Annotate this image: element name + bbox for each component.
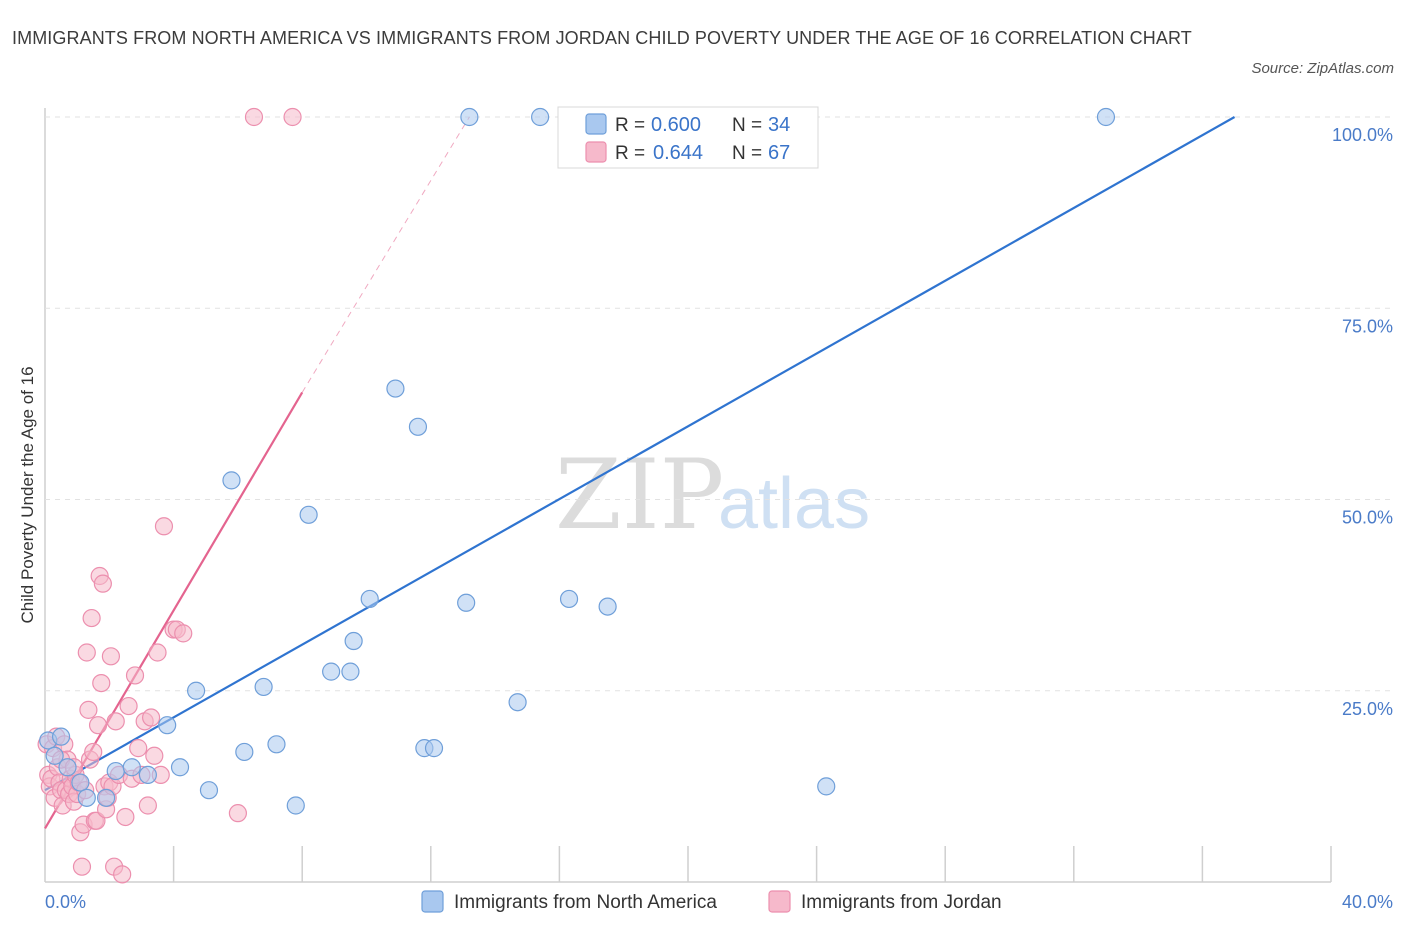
point-blue-29 bbox=[460, 107, 479, 127]
point-pink-43 bbox=[106, 712, 125, 731]
point-pink-62 bbox=[228, 804, 247, 823]
point-pink-64 bbox=[283, 107, 302, 127]
point-blue-34 bbox=[598, 597, 617, 616]
point-pink-58 bbox=[154, 517, 174, 536]
point-pink-53 bbox=[138, 796, 157, 815]
bottom-legend-label-jordan: Immigrants from Jordan bbox=[801, 892, 1002, 913]
point-blue-4 bbox=[71, 773, 90, 792]
point-pink-28 bbox=[82, 608, 101, 628]
point-blue-23 bbox=[360, 589, 379, 609]
point-blue-17 bbox=[267, 735, 286, 754]
legend-n-value-pink: 67 bbox=[768, 142, 790, 164]
point-blue-27 bbox=[424, 739, 444, 758]
point-blue-21 bbox=[344, 631, 363, 651]
legend-r-value-pink: 0.644 bbox=[653, 142, 703, 164]
point-blue-24 bbox=[386, 379, 405, 398]
point-blue-30 bbox=[508, 693, 527, 712]
point-blue-18 bbox=[286, 796, 305, 815]
point-blue-9 bbox=[138, 765, 157, 785]
point-pink-32 bbox=[88, 716, 108, 735]
point-blue-12 bbox=[187, 681, 206, 700]
watermark-zip: ZIP bbox=[555, 439, 724, 551]
legend-r-value-blue: 0.600 bbox=[651, 114, 701, 136]
point-pink-46 bbox=[116, 807, 135, 827]
point-pink-61 bbox=[174, 624, 193, 643]
point-blue-32 bbox=[559, 589, 579, 609]
legend-r-label-pink: R = bbox=[615, 143, 645, 164]
legend-swatch-pink bbox=[585, 141, 607, 163]
point-blue-25 bbox=[408, 417, 428, 436]
point-blue-3 bbox=[58, 758, 77, 777]
trend-line-extension-pink bbox=[301, 116, 470, 393]
trend-line-blue bbox=[44, 116, 1236, 792]
y-axis-label: Child Poverty Under the Age of 16 bbox=[18, 366, 37, 623]
point-pink-29 bbox=[84, 742, 103, 762]
point-blue-10 bbox=[158, 716, 177, 735]
point-pink-45 bbox=[113, 865, 132, 884]
point-blue-8 bbox=[122, 758, 141, 777]
point-pink-40 bbox=[101, 647, 121, 666]
point-pink-26 bbox=[79, 700, 98, 719]
bottom-legend-swatch-blue bbox=[421, 890, 444, 913]
y-tick-label-75: 75.0% bbox=[1342, 316, 1393, 336]
point-blue-36 bbox=[1096, 107, 1116, 127]
legend-n-label-blue: N = bbox=[732, 115, 762, 136]
y-axis-tick-labels: 25.0% 50.0% 75.0% 100.0% bbox=[1332, 125, 1393, 719]
legend-r-label-blue: R = bbox=[615, 115, 645, 136]
y-tick-label-25: 25.0% bbox=[1342, 699, 1393, 719]
point-pink-34 bbox=[92, 673, 111, 693]
point-pink-25 bbox=[77, 643, 96, 662]
gridlines bbox=[45, 116, 1393, 692]
point-blue-2 bbox=[51, 727, 71, 746]
point-pink-35 bbox=[93, 574, 112, 593]
point-blue-31 bbox=[531, 107, 550, 127]
legend-swatch-blue bbox=[585, 113, 607, 135]
point-blue-15 bbox=[235, 742, 254, 762]
point-pink-50 bbox=[129, 739, 148, 758]
point-pink-55 bbox=[145, 746, 164, 765]
chart-title: IMMIGRANTS FROM NORTH AMERICA VS IMMIGRA… bbox=[12, 28, 1192, 48]
bottom-legend-swatch-pink bbox=[768, 890, 791, 913]
bottom-legend-label-north-america: Immigrants from North America bbox=[454, 892, 717, 913]
legend-n-value-blue: 34 bbox=[768, 114, 790, 136]
point-blue-7 bbox=[106, 761, 125, 781]
point-pink-47 bbox=[119, 696, 138, 716]
point-blue-35 bbox=[817, 777, 836, 796]
point-blue-20 bbox=[322, 662, 341, 681]
point-pink-49 bbox=[125, 666, 145, 685]
x-axis-ticks bbox=[172, 846, 1332, 882]
legend-n-label-pink: N = bbox=[732, 143, 762, 164]
point-blue-16 bbox=[254, 677, 273, 697]
point-blue-5 bbox=[77, 788, 96, 807]
series-legend: Immigrants from North America Immigrants… bbox=[421, 890, 1002, 913]
y-tick-label-50: 50.0% bbox=[1342, 508, 1393, 528]
point-blue-1 bbox=[45, 746, 64, 765]
correlation-legend: R = 0.600 N = 34 R = 0.644 N = 67 bbox=[557, 106, 819, 169]
source-label: Source: ZipAtlas.com bbox=[1251, 60, 1394, 77]
point-pink-56 bbox=[148, 643, 167, 662]
point-blue-13 bbox=[199, 781, 219, 800]
point-blue-28 bbox=[457, 593, 476, 612]
point-pink-54 bbox=[141, 708, 161, 727]
watermark-atlas: atlas bbox=[718, 464, 870, 544]
point-pink-22 bbox=[72, 857, 92, 876]
x-tick-label-max: 40.0% bbox=[1342, 892, 1393, 912]
x-tick-label-min: 0.0% bbox=[45, 892, 86, 912]
series-jordan-points bbox=[37, 107, 302, 884]
point-blue-19 bbox=[299, 505, 318, 524]
point-blue-11 bbox=[170, 758, 190, 777]
point-blue-22 bbox=[341, 662, 360, 681]
point-blue-14 bbox=[222, 471, 241, 490]
point-blue-6 bbox=[96, 788, 116, 807]
y-tick-label-100: 100.0% bbox=[1332, 125, 1393, 145]
point-pink-63 bbox=[244, 107, 264, 127]
